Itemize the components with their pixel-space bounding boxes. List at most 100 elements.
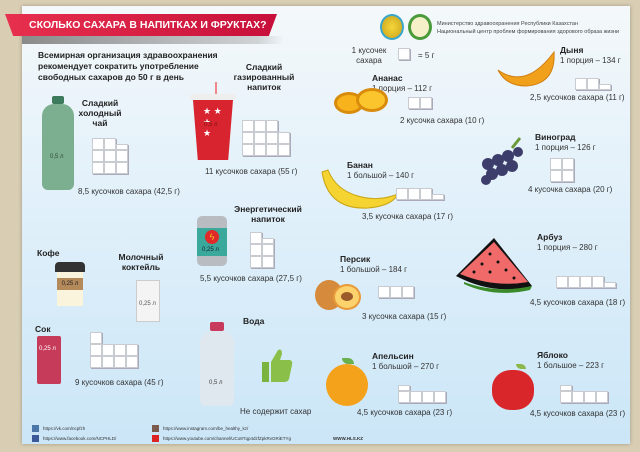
sugar-cube bbox=[242, 132, 254, 144]
orange-sugar-cubes bbox=[398, 375, 448, 403]
sugar-cube bbox=[92, 162, 104, 174]
apple-portion: 1 большое – 223 г bbox=[537, 361, 605, 370]
melon-portion: 1 порция – 134 г bbox=[560, 56, 621, 65]
energy-volume: 0,25 л bbox=[202, 247, 219, 253]
energy-caption: 5,5 кусочков сахара (27,5 г) bbox=[200, 274, 302, 283]
apple-image bbox=[492, 364, 536, 410]
half-sugar-cube bbox=[116, 144, 128, 150]
soda-volume: 0,5 л bbox=[204, 122, 218, 128]
coffee-label: Кофе bbox=[37, 248, 60, 258]
sugar-cube bbox=[278, 144, 290, 156]
vk-icon bbox=[32, 425, 39, 432]
banana-label: Банан bbox=[347, 160, 373, 170]
juice-label: Сок bbox=[35, 324, 51, 334]
sugar-cube bbox=[556, 276, 568, 288]
half-sugar-cube bbox=[604, 282, 616, 288]
pineapple-image bbox=[334, 88, 390, 116]
sugar-cube bbox=[584, 391, 596, 403]
vk-link[interactable]: https://vk.com/ncpfzh bbox=[32, 425, 85, 432]
sugar-cube bbox=[266, 144, 278, 156]
sugar-cube bbox=[378, 286, 390, 298]
juice-sugar-cubes bbox=[90, 328, 140, 368]
sugar-cube bbox=[102, 344, 114, 356]
energy-can-image: ϟ 0,25 л bbox=[197, 216, 227, 266]
banana-portion: 1 большой – 140 г bbox=[347, 171, 415, 180]
lightning-icon: ϟ bbox=[205, 230, 219, 244]
health-center-logo bbox=[408, 14, 432, 40]
vk-url[interactable]: https://vk.com/ncpfzh bbox=[43, 426, 86, 431]
sugar-cube bbox=[410, 391, 422, 403]
sugar-cube bbox=[116, 162, 128, 174]
sugar-cube bbox=[390, 286, 402, 298]
facebook-url[interactable]: https://www.facebook.com/NCPHLD/ bbox=[43, 436, 117, 441]
sugar-cube bbox=[587, 78, 599, 90]
pineapple-portion: 1 порция – 112 г bbox=[372, 84, 433, 93]
youtube-url[interactable]: https://www.youtube.com/channel/UCo8Tqp4… bbox=[163, 436, 292, 441]
sugar-cube bbox=[396, 188, 408, 200]
sugar-cube bbox=[90, 344, 102, 356]
banana-caption: 3,5 кусочка сахара (17 г) bbox=[362, 212, 454, 221]
pineapple-label: Ананас bbox=[372, 73, 403, 83]
water-bottle-image: 0,5 л bbox=[200, 322, 234, 406]
apple-caption: 4,5 кусочков сахара (23 г) bbox=[530, 409, 626, 418]
banana-sugar-cubes bbox=[396, 186, 446, 200]
milkshake-box-image: 0,25 л bbox=[136, 280, 160, 322]
milkshake-volume: 0,25 л bbox=[139, 301, 156, 307]
sugar-cube bbox=[126, 344, 138, 356]
watermelon-image bbox=[456, 238, 532, 293]
orange-image bbox=[326, 358, 370, 406]
juice-caption: 9 кусочков сахара (45 г) bbox=[75, 378, 164, 387]
juice-pack-image: 0,25 л bbox=[37, 336, 61, 384]
sugar-cube bbox=[408, 97, 420, 109]
sugar-cube-icon bbox=[398, 48, 410, 60]
sugar-cube bbox=[104, 138, 116, 150]
tea-bottle-image: 0,5 л bbox=[42, 96, 74, 190]
ministry-line-2: Национальный центр проблем формирования … bbox=[437, 29, 620, 35]
melon-caption: 2,5 кусочков сахара (11 г) bbox=[530, 93, 625, 102]
coffee-cup-image: 0,25 л bbox=[55, 262, 85, 306]
sugar-cube bbox=[104, 162, 116, 174]
sugar-cube bbox=[90, 332, 102, 344]
sugar-cube bbox=[254, 132, 266, 144]
sugar-cube bbox=[550, 158, 562, 170]
sugar-cube bbox=[562, 158, 574, 170]
instagram-url[interactable]: https://www.instagram.com/be_healthy_kz/ bbox=[163, 426, 249, 431]
star-icons: ★ ★ ★★ bbox=[193, 100, 233, 160]
energy-sugar-cubes bbox=[250, 228, 276, 268]
sugar-cube bbox=[278, 132, 290, 144]
kazakhstan-emblem-logo bbox=[380, 14, 404, 40]
website-link[interactable]: WWW.HLS.KZ bbox=[333, 436, 363, 441]
sugar-cube bbox=[572, 391, 584, 403]
ministry-text: Министерство здравоохранения Республики … bbox=[437, 20, 619, 36]
sugar-cube bbox=[560, 391, 572, 403]
tea-volume: 0,5 л bbox=[50, 154, 64, 160]
pineapple-caption: 2 кусочка сахара (10 г) bbox=[400, 116, 485, 125]
grapes-portion: 1 порция – 126 г bbox=[535, 143, 596, 152]
instagram-link[interactable]: https://www.instagram.com/be_healthy_kz/ bbox=[152, 425, 248, 432]
sugar-cube bbox=[116, 150, 128, 162]
apple-sugar-cubes bbox=[560, 375, 610, 403]
tea-label: Сладкий холодный чай bbox=[78, 98, 122, 128]
thumbs-up-icon bbox=[262, 349, 293, 382]
water-caption: Не содержит сахар bbox=[240, 407, 312, 416]
melon-image bbox=[497, 50, 555, 87]
grapes-label: Виноград bbox=[535, 132, 576, 142]
grapes-caption: 4 кусочка сахара (20 г) bbox=[528, 185, 613, 194]
milkshake-label: Молочный коктейль bbox=[118, 252, 164, 272]
youtube-icon bbox=[152, 435, 159, 442]
sugar-cube bbox=[92, 138, 104, 150]
facebook-icon bbox=[32, 435, 39, 442]
banana-image bbox=[321, 169, 400, 209]
watermelon-portion: 1 порция – 280 г bbox=[537, 243, 598, 252]
sugar-cube bbox=[562, 170, 574, 182]
sugar-cube bbox=[266, 120, 278, 132]
sugar-cube bbox=[575, 78, 587, 90]
legend-label: 1 кусочек сахара bbox=[351, 46, 387, 65]
sugar-cube bbox=[402, 286, 414, 298]
sugar-cube bbox=[114, 344, 126, 356]
sugar-cube bbox=[596, 391, 608, 403]
facebook-link[interactable]: https://www.facebook.com/NCPHLD/ bbox=[32, 435, 116, 442]
youtube-link[interactable]: https://www.youtube.com/channel/UCo8Tqp4… bbox=[152, 435, 291, 442]
sugar-cube bbox=[434, 391, 446, 403]
who-recommendation: Всемирная организация здравоохранения ре… bbox=[38, 50, 218, 82]
